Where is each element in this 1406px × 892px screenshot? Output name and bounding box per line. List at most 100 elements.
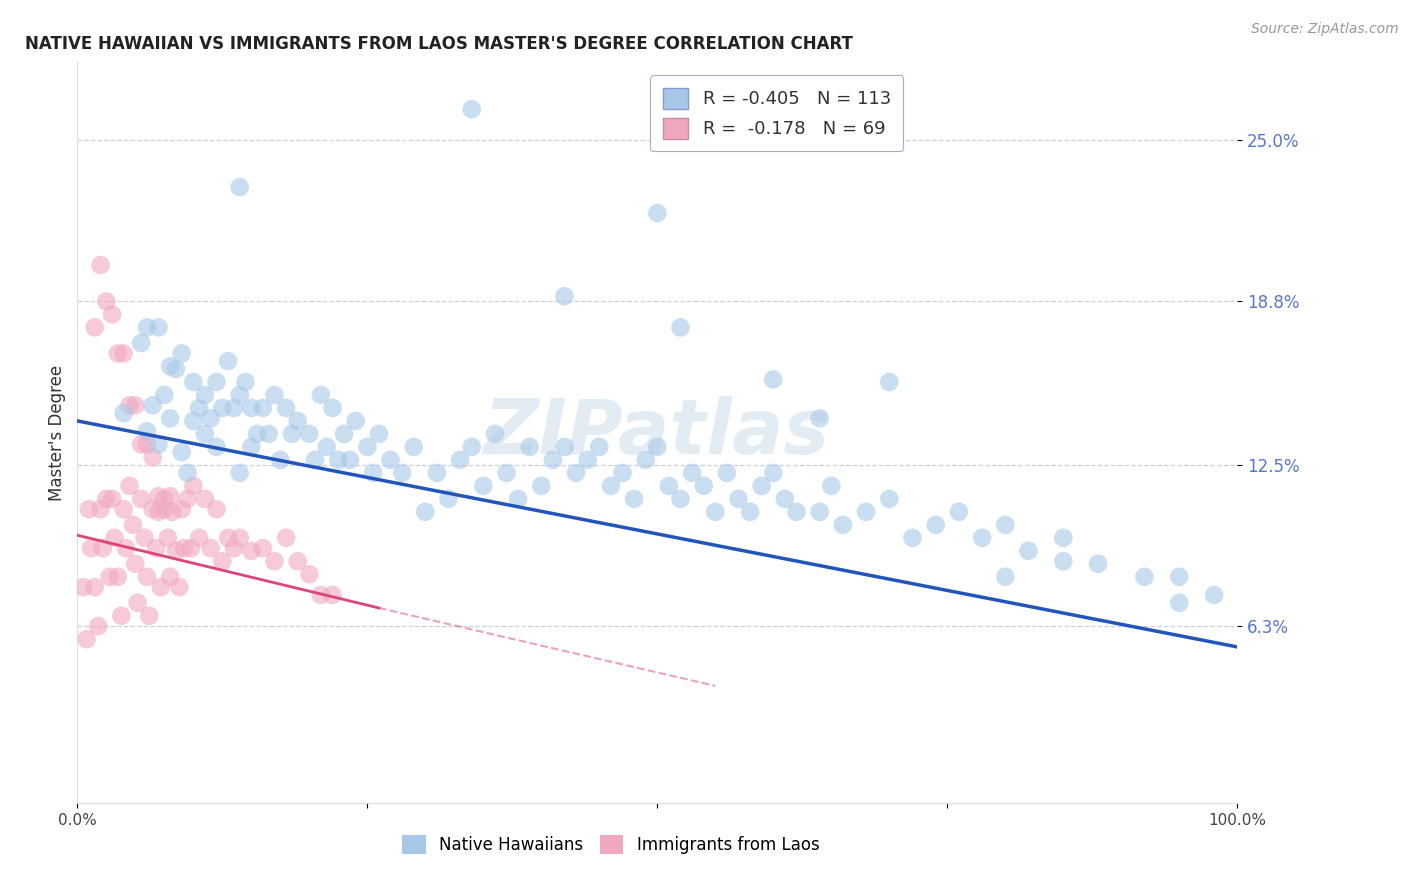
Point [149, 580, 172, 594]
Point [87, 619, 110, 633]
Point [309, 588, 332, 602]
Text: Source: ZipAtlas.com: Source: ZipAtlas.com [1251, 22, 1399, 37]
Point [148, 505, 170, 519]
Point [368, 426, 391, 441]
Point [877, 375, 901, 389]
Point [1202, 588, 1225, 602]
Point [315, 440, 337, 454]
Point [162, 505, 184, 519]
Point [240, 440, 263, 454]
Point [142, 502, 165, 516]
Point [135, 320, 157, 334]
Point [118, 398, 141, 412]
Point [159, 489, 181, 503]
Point [820, 479, 842, 493]
Point [194, 491, 217, 506]
Point [80, 541, 103, 556]
Point [107, 346, 129, 360]
Point [112, 502, 135, 516]
Point [240, 544, 263, 558]
Y-axis label: Master's Degree: Master's Degree [48, 365, 66, 500]
Point [124, 398, 146, 412]
Point [356, 440, 378, 454]
Point [96, 491, 118, 506]
Point [169, 580, 191, 594]
Point [83, 320, 105, 334]
Point [669, 320, 692, 334]
Point [107, 570, 129, 584]
Point [426, 466, 449, 480]
Point [165, 544, 187, 558]
Point [623, 491, 645, 506]
Point [461, 440, 484, 454]
Point [1087, 557, 1109, 571]
Point [588, 440, 610, 454]
Point [269, 453, 291, 467]
Point [205, 502, 228, 516]
Point [153, 491, 176, 506]
Point [994, 570, 1017, 584]
Point [727, 491, 749, 506]
Point [855, 505, 877, 519]
Point [83, 580, 105, 594]
Point [170, 346, 193, 360]
Point [159, 570, 181, 584]
Point [344, 414, 367, 428]
Point [361, 466, 384, 480]
Point [217, 531, 239, 545]
Point [681, 466, 703, 480]
Point [176, 466, 198, 480]
Point [235, 375, 257, 389]
Point [554, 440, 576, 454]
Point [321, 401, 344, 415]
Point [751, 479, 773, 493]
Point [211, 401, 233, 415]
Point [1052, 531, 1074, 545]
Point [72, 580, 94, 594]
Point [762, 372, 785, 386]
Point [194, 426, 217, 441]
Point [380, 453, 402, 467]
Point [1133, 570, 1156, 584]
Point [1018, 544, 1040, 558]
Point [173, 541, 195, 556]
Point [901, 531, 924, 545]
Point [103, 531, 125, 545]
Point [328, 453, 350, 467]
Point [693, 479, 716, 493]
Point [183, 414, 205, 428]
Point [948, 505, 970, 519]
Point [77, 502, 100, 516]
Point [156, 531, 179, 545]
Point [200, 541, 222, 556]
Point [127, 596, 149, 610]
Point [101, 307, 124, 321]
Point [449, 453, 471, 467]
Point [188, 531, 211, 545]
Point [1168, 570, 1191, 584]
Point [519, 440, 541, 454]
Point [138, 608, 160, 623]
Point [118, 479, 141, 493]
Point [576, 453, 599, 467]
Point [246, 426, 269, 441]
Point [112, 346, 135, 360]
Point [183, 375, 205, 389]
Point [257, 426, 280, 441]
Point [773, 491, 796, 506]
Point [877, 491, 901, 506]
Point [110, 608, 132, 623]
Point [287, 414, 309, 428]
Point [188, 401, 211, 415]
Point [461, 102, 484, 116]
Point [274, 401, 298, 415]
Point [402, 440, 425, 454]
Point [298, 426, 321, 441]
Point [304, 453, 326, 467]
Point [716, 466, 738, 480]
Point [263, 388, 285, 402]
Point [129, 437, 152, 451]
Point [287, 554, 309, 568]
Point [228, 180, 252, 194]
Point [484, 426, 506, 441]
